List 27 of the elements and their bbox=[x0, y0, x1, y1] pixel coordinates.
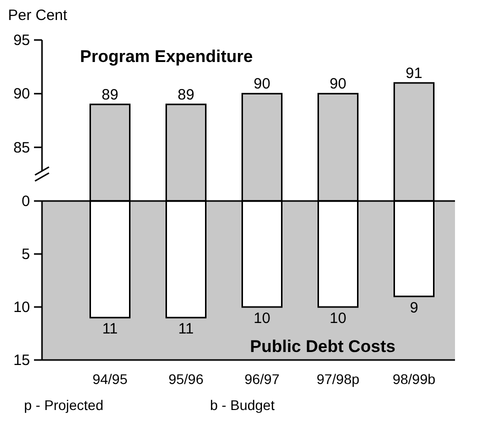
data-label: 9 bbox=[410, 299, 418, 316]
data-label: 10 bbox=[254, 310, 270, 327]
annotation: Public Debt Costs bbox=[250, 337, 396, 356]
text: p - Projected bbox=[24, 397, 104, 413]
y-tick-label: 90 bbox=[13, 86, 30, 103]
data-label: 10 bbox=[330, 310, 346, 327]
y-tick-label: 15 bbox=[13, 352, 30, 369]
annotation: Program Expenditure bbox=[80, 47, 253, 66]
data-label: 89 bbox=[178, 86, 194, 104]
data-label: 90 bbox=[254, 76, 270, 93]
y-tick-label: 95 bbox=[13, 32, 30, 49]
data-label: 11 bbox=[178, 320, 194, 338]
y-tick-label: 0 bbox=[22, 193, 30, 210]
data-label: 91 bbox=[406, 64, 422, 82]
data-label: 11 bbox=[102, 320, 118, 338]
x-tick-label: 98/99b bbox=[392, 371, 436, 387]
text: b - Budget bbox=[210, 397, 275, 413]
data-label: 89 bbox=[102, 86, 118, 104]
y-tick-label: 10 bbox=[13, 299, 30, 316]
y-tick-label: 5 bbox=[22, 246, 30, 263]
data-label: 90 bbox=[330, 76, 346, 93]
y-tick-label: 85 bbox=[13, 139, 30, 156]
y-axis-title: Per Cent bbox=[8, 7, 68, 24]
x-tick-label: 97/98p bbox=[316, 371, 360, 387]
x-tick-label: 94/95 bbox=[92, 371, 128, 387]
x-tick-label: 95/96 bbox=[168, 371, 204, 387]
x-tick-label: 96/97 bbox=[244, 371, 280, 387]
